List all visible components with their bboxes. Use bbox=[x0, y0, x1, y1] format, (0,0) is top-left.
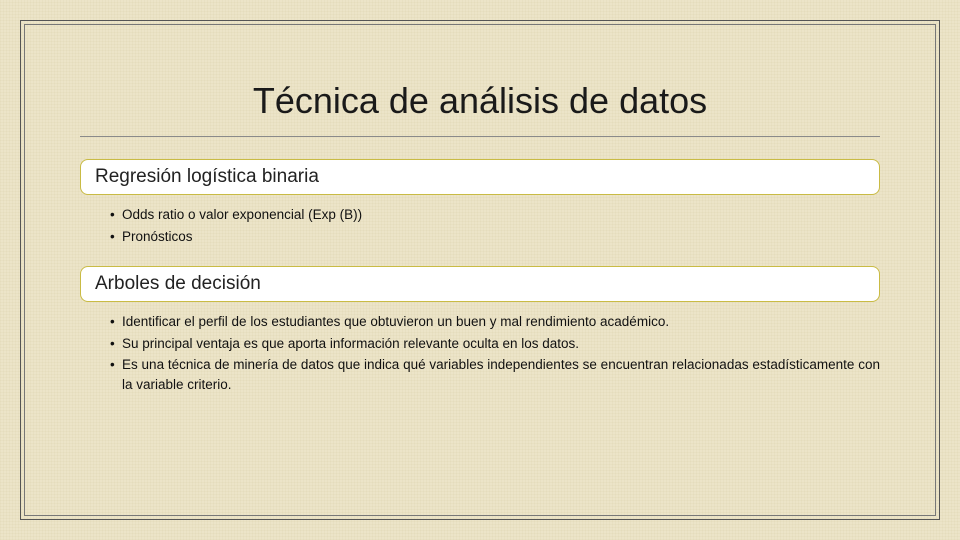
section2-header: Arboles de decisión bbox=[80, 266, 880, 302]
slide-title: Técnica de análisis de datos bbox=[40, 80, 920, 122]
section1-header: Regresión logística binaria bbox=[80, 159, 880, 195]
section1-heading-text: Regresión logística binaria bbox=[95, 166, 319, 187]
title-divider bbox=[80, 136, 880, 137]
section1-bullets: Odds ratio o valor exponencial (Exp (B))… bbox=[110, 205, 880, 246]
slide-content: Técnica de análisis de datos Regresión l… bbox=[40, 40, 920, 500]
list-item: Pronósticos bbox=[110, 227, 880, 247]
list-item: Odds ratio o valor exponencial (Exp (B)) bbox=[110, 205, 880, 225]
section2-bullets: Identificar el perfil de los estudiantes… bbox=[110, 312, 880, 394]
list-item: Es una técnica de minería de datos que i… bbox=[110, 355, 880, 394]
section2-heading-text: Arboles de decisión bbox=[95, 273, 261, 294]
list-item: Identificar el perfil de los estudiantes… bbox=[110, 312, 880, 332]
list-item: Su principal ventaja es que aporta infor… bbox=[110, 334, 880, 354]
